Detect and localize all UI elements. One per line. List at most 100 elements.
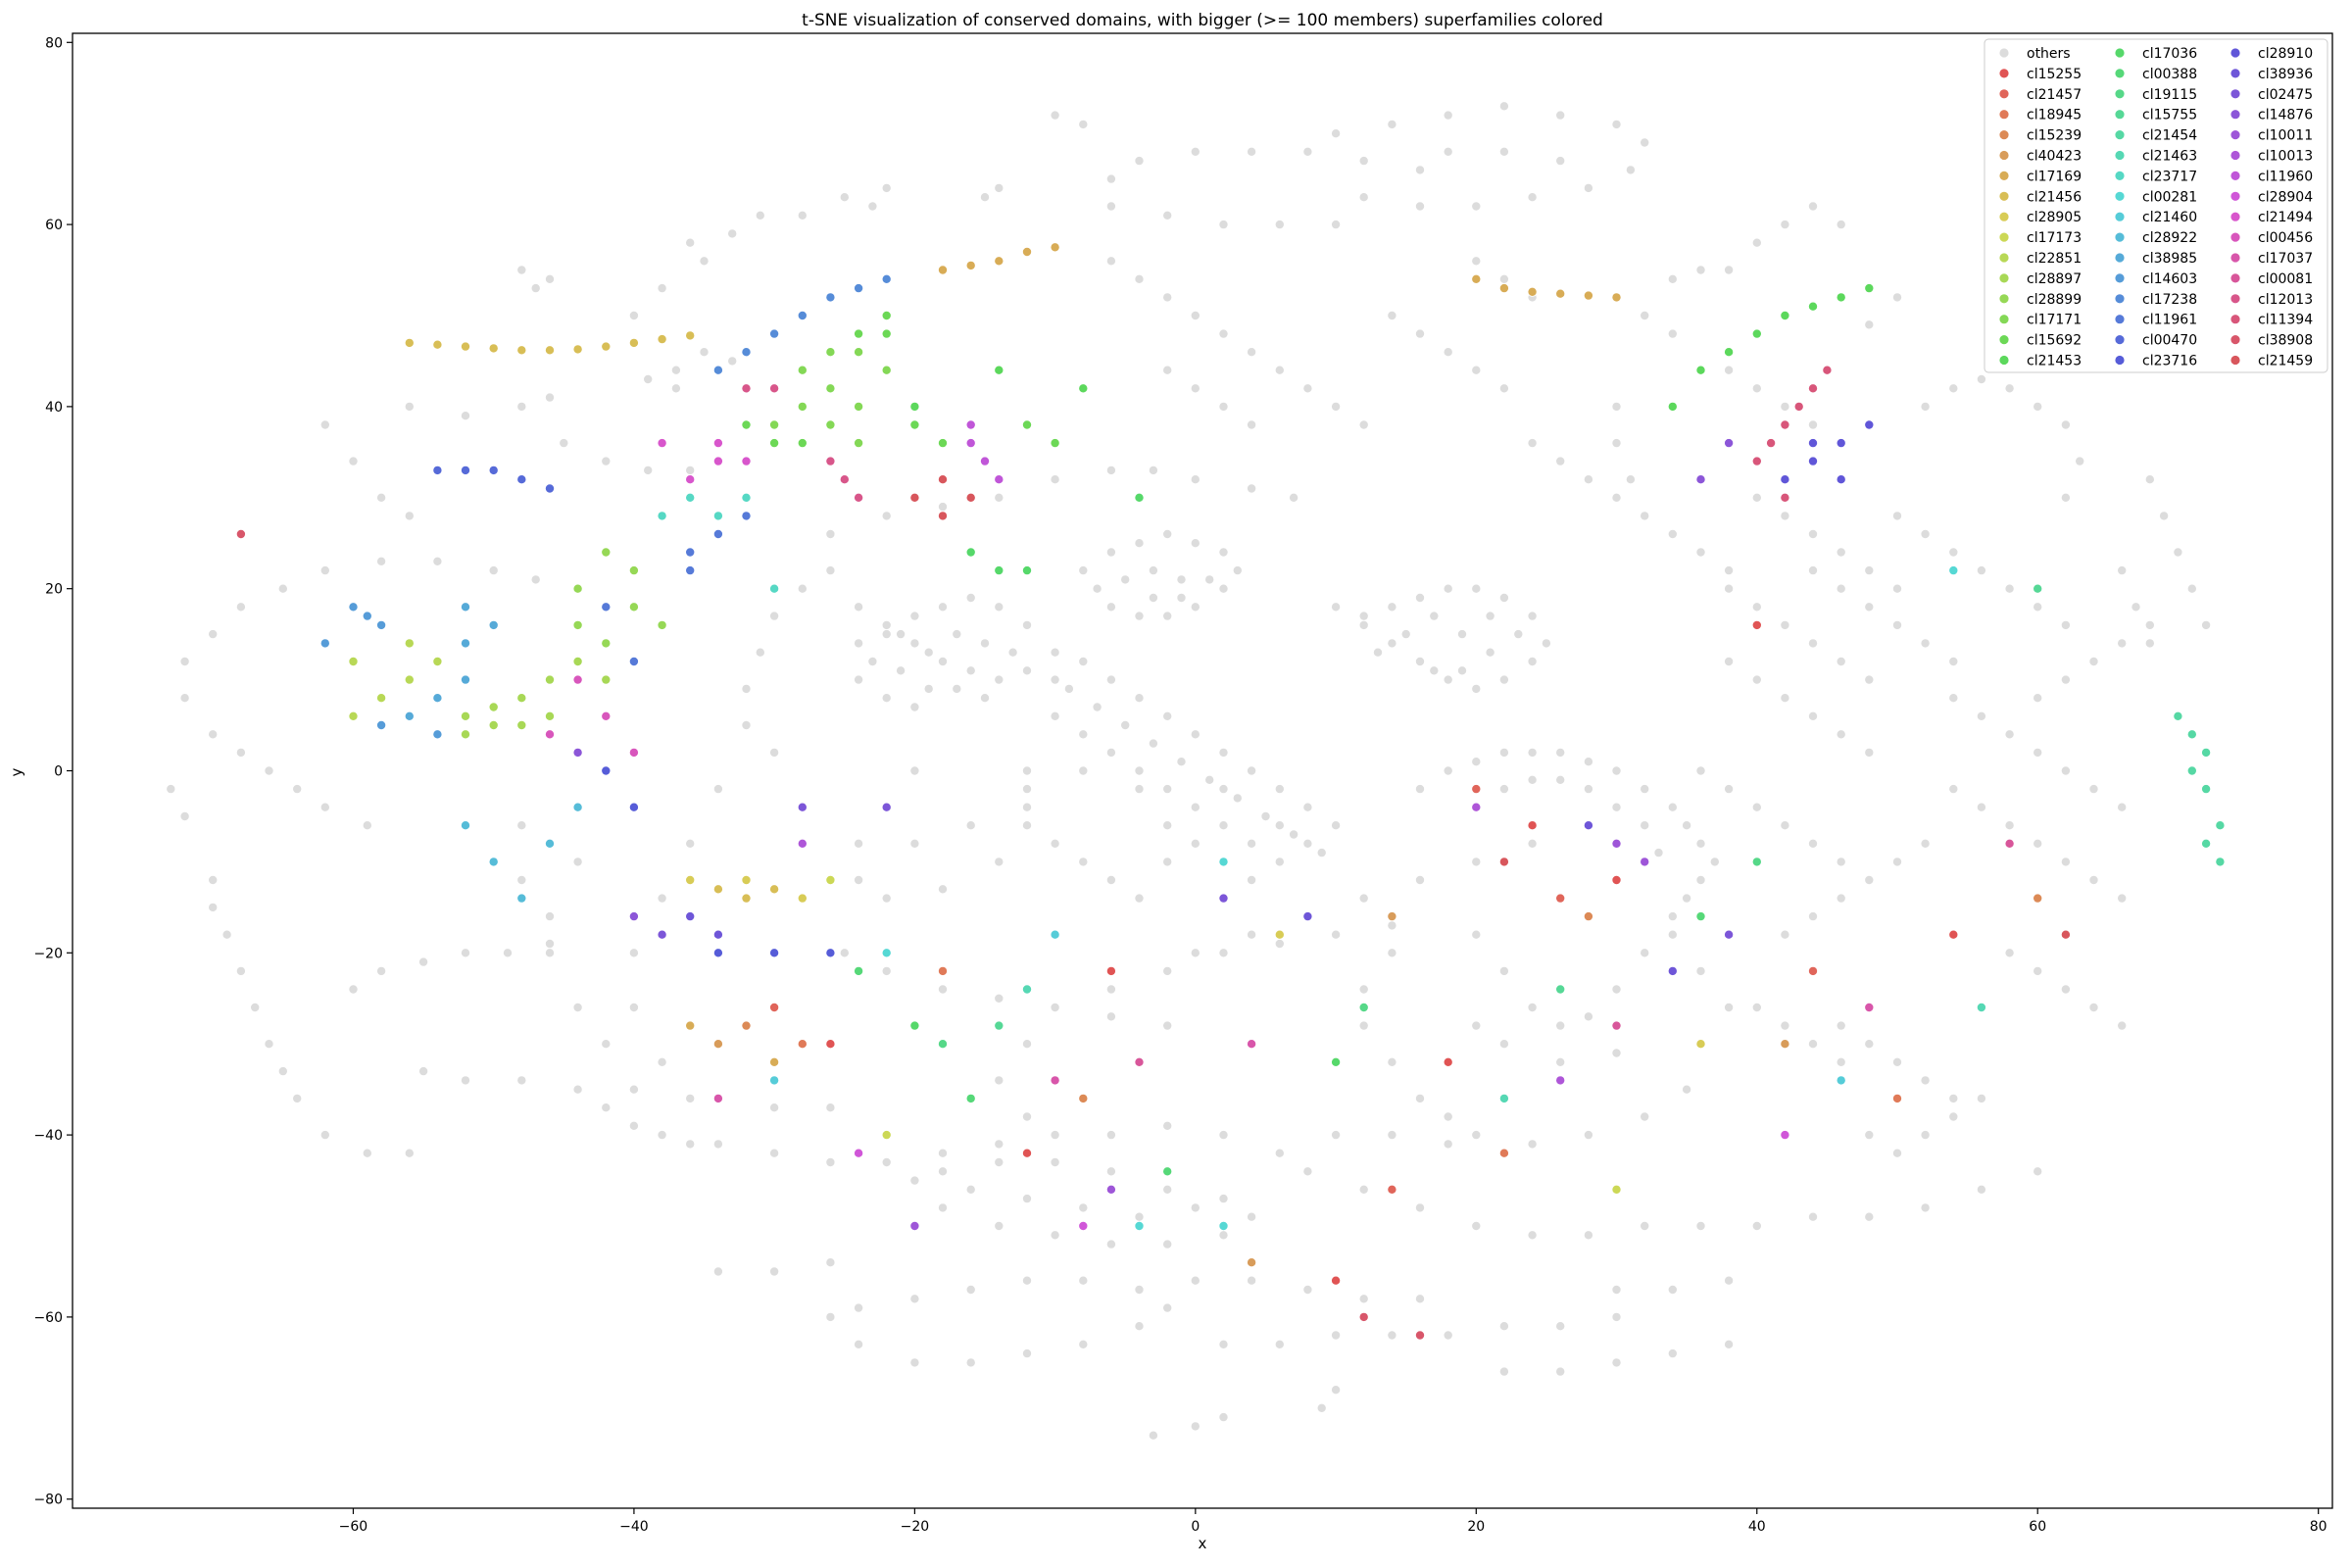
data-point-others xyxy=(1695,965,1706,976)
data-point-others xyxy=(2033,602,2043,612)
series-cl23716 xyxy=(601,765,836,958)
data-point-cl21463 xyxy=(1498,1093,1509,1103)
data-point-others xyxy=(1611,1048,1622,1058)
data-point-cl15692 xyxy=(938,438,949,449)
data-point-cl23717 xyxy=(685,492,696,503)
data-point-cl28905 xyxy=(1274,929,1285,940)
data-point-cl40423 xyxy=(1780,1039,1790,1050)
data-point-others xyxy=(1724,1339,1735,1349)
data-point-cl15692 xyxy=(854,328,864,339)
data-point-others xyxy=(1808,911,1819,922)
data-point-others xyxy=(1358,1294,1369,1304)
data-point-others xyxy=(2117,1020,2128,1031)
data-point-cl11961 xyxy=(628,657,639,667)
legend-marker xyxy=(2114,150,2126,161)
data-point-others xyxy=(432,556,443,566)
legend-label: cl21456 xyxy=(2027,189,2082,205)
data-point-others xyxy=(2033,693,2043,704)
data-point-others xyxy=(1611,1285,1622,1296)
data-point-others xyxy=(994,182,1004,193)
data-point-others xyxy=(1022,619,1033,630)
series-cl02475 xyxy=(657,802,1735,940)
data-point-others xyxy=(643,373,654,384)
data-point-cl23717 xyxy=(769,583,780,594)
data-point-cl21457 xyxy=(1471,784,1482,795)
data-point-cl28905 xyxy=(797,893,808,904)
data-point-others xyxy=(235,965,246,976)
data-point-others xyxy=(1105,1239,1116,1250)
data-point-others xyxy=(2075,456,2085,466)
data-point-others xyxy=(1415,784,1426,795)
data-point-others xyxy=(1724,583,1735,594)
data-point-cl21454 xyxy=(2173,710,2183,721)
data-point-cl21494 xyxy=(741,456,752,466)
data-point-cl17169 xyxy=(1498,283,1509,294)
data-point-others xyxy=(1050,710,1060,721)
data-point-others xyxy=(1176,757,1187,767)
legend-marker xyxy=(1998,190,2010,202)
data-point-others xyxy=(1218,747,1229,758)
data-point-cl17037 xyxy=(1864,1003,1875,1013)
legend-marker xyxy=(2230,231,2241,243)
data-point-cl11394 xyxy=(1793,401,1804,412)
legend-marker xyxy=(1998,314,2010,325)
data-point-cl21459 xyxy=(909,492,920,503)
data-point-others xyxy=(1920,529,1931,540)
data-point-others xyxy=(1498,383,1509,394)
data-point-others xyxy=(1513,629,1524,640)
legend-label: cl11394 xyxy=(2258,313,2313,328)
data-point-others xyxy=(1457,629,1468,640)
data-point-others xyxy=(2060,984,2071,995)
data-point-others xyxy=(1695,765,1706,776)
legend-label: cl23716 xyxy=(2142,354,2197,369)
data-point-cl11394 xyxy=(1751,456,1762,466)
data-point-others xyxy=(1134,693,1145,704)
data-point-others xyxy=(545,273,556,284)
data-point-cl15255 xyxy=(825,1039,836,1050)
data-point-others xyxy=(1218,328,1229,339)
data-point-cl38936 xyxy=(1667,965,1678,976)
data-point-others xyxy=(1204,774,1215,785)
data-point-others xyxy=(1498,965,1509,976)
data-point-others xyxy=(1695,547,1706,558)
data-point-others xyxy=(1471,365,1482,375)
data-point-others xyxy=(2033,965,2043,976)
data-point-cl11394 xyxy=(1808,383,1819,394)
data-point-others xyxy=(1218,1412,1229,1423)
data-point-others xyxy=(235,747,246,758)
data-point-cl15255 xyxy=(1105,965,1116,976)
legend-marker xyxy=(1998,109,2010,121)
data-point-others xyxy=(1780,929,1790,940)
series-cl00281 xyxy=(881,565,1959,1232)
legend-label: cl38908 xyxy=(2258,333,2313,349)
data-point-others xyxy=(1471,1130,1482,1141)
data-point-cl28910 xyxy=(1808,438,1819,449)
data-point-cl28897 xyxy=(460,710,470,721)
data-point-cl00456 xyxy=(572,674,583,685)
data-point-others xyxy=(1682,1084,1692,1095)
data-point-others xyxy=(867,657,878,667)
data-point-cl17171 xyxy=(797,401,808,412)
data-point-cl14603 xyxy=(319,638,330,649)
data-point-others xyxy=(179,693,190,704)
data-point-others xyxy=(348,456,359,466)
data-point-cl21494 xyxy=(712,456,723,466)
data-point-cl15255 xyxy=(1443,1056,1453,1067)
data-point-others xyxy=(545,392,556,403)
data-point-others xyxy=(1780,1020,1790,1031)
data-point-cl38936 xyxy=(1583,820,1593,831)
data-point-others xyxy=(1892,1056,1903,1067)
data-point-cl17169 xyxy=(1050,242,1060,253)
data-point-others xyxy=(572,1003,583,1013)
data-point-others xyxy=(1555,774,1566,785)
data-point-others xyxy=(1400,629,1411,640)
data-point-others xyxy=(1724,365,1735,375)
data-point-others xyxy=(1976,710,1986,721)
data-point-others xyxy=(1443,1330,1453,1341)
data-point-others xyxy=(460,411,470,421)
data-point-cl38936 xyxy=(1302,911,1313,922)
data-point-others xyxy=(1667,802,1678,812)
data-point-others xyxy=(1976,373,1986,384)
data-point-cl11961 xyxy=(712,529,723,540)
data-point-others xyxy=(896,665,906,676)
